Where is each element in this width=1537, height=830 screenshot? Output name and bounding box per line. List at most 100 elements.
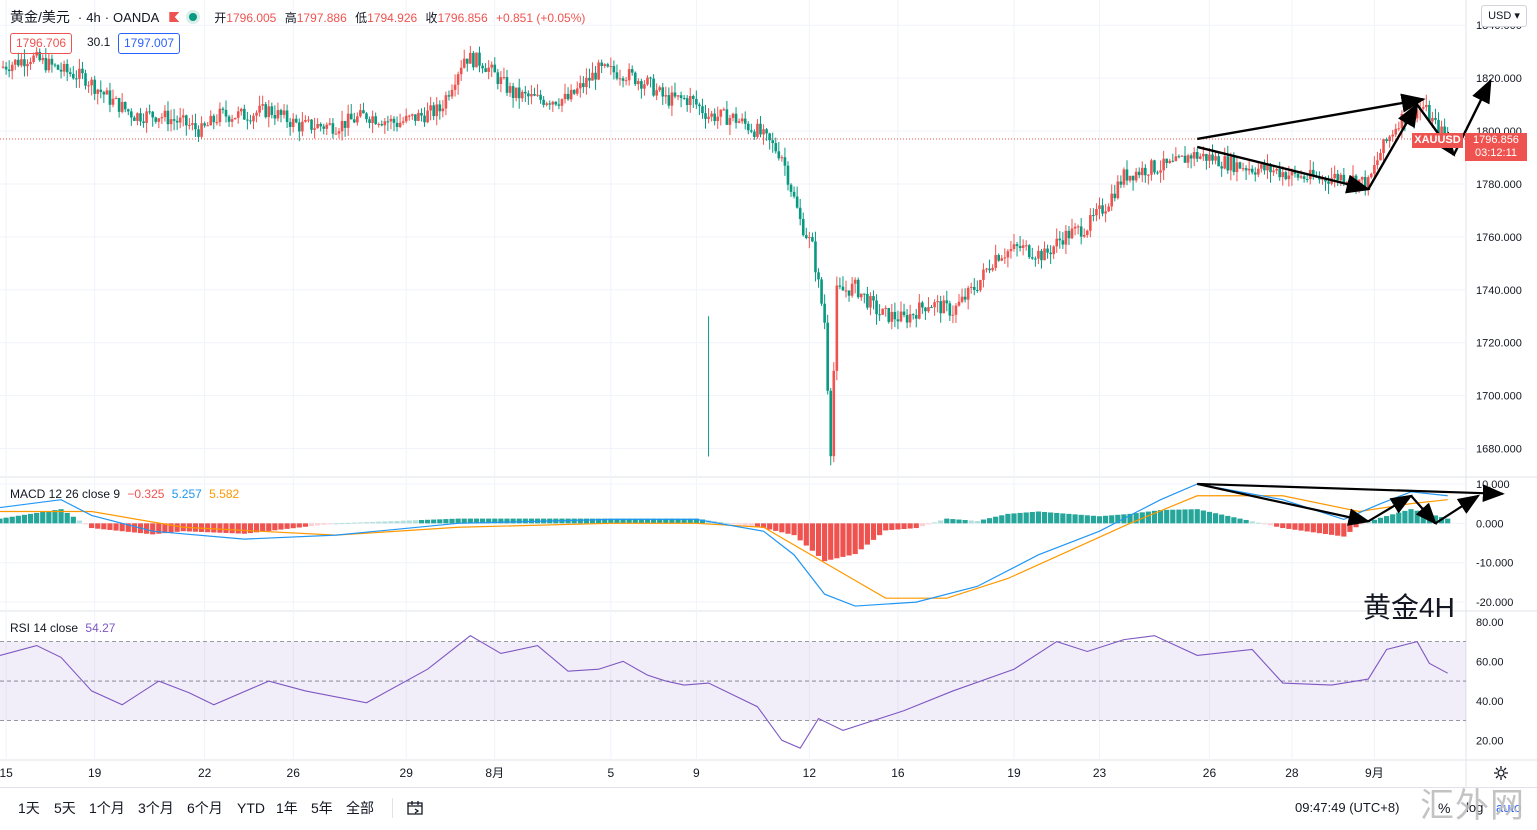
- macd-histogram-bar: [767, 523, 773, 530]
- macd-histogram-bar: [406, 520, 412, 524]
- macd-histogram-bar: [107, 523, 113, 530]
- interval[interactable]: 4h: [86, 9, 101, 25]
- macd-histogram-bar: [791, 523, 797, 536]
- range-1d-button[interactable]: 1天: [18, 800, 40, 816]
- range-ytd-button[interactable]: YTD: [237, 800, 265, 816]
- candle: [444, 95, 448, 109]
- percent-scale-button[interactable]: %: [1438, 800, 1451, 816]
- macd-histogram-bar: [241, 523, 247, 534]
- gear-icon[interactable]: [1493, 765, 1509, 781]
- macd-histogram-bar: [1390, 514, 1396, 524]
- symbol-name[interactable]: 黄金/美元: [10, 9, 70, 25]
- watermark-logo: 汇外网: [1420, 787, 1525, 825]
- macd-histogram-bar: [1377, 517, 1384, 524]
- candle: [771, 140, 775, 144]
- macd-trendline-arrow: [1410, 495, 1437, 525]
- candle: [844, 290, 848, 292]
- candle: [352, 119, 356, 123]
- candle: [719, 109, 723, 117]
- range-1y-button[interactable]: 1年: [276, 800, 298, 816]
- candle: [499, 77, 503, 85]
- auto-scale-button[interactable]: auto: [1496, 800, 1522, 815]
- candle: [786, 165, 790, 185]
- flag-icon[interactable]: [169, 12, 180, 22]
- candle: [524, 91, 527, 94]
- macd-histogram-bar: [1023, 512, 1029, 524]
- candle: [557, 104, 561, 106]
- sell-price-button[interactable]: 1796.706: [10, 33, 73, 54]
- macd-histogram-bar: [809, 523, 816, 551]
- candle: [835, 285, 839, 371]
- price-axis-label: 1760.000: [1476, 232, 1522, 244]
- candle: [847, 290, 851, 296]
- candle: [1229, 156, 1233, 171]
- macd-histogram-bar: [9, 516, 15, 524]
- macd-histogram-bar: [797, 523, 803, 541]
- time-axis-label: 19: [1007, 766, 1021, 780]
- candle: [1104, 211, 1107, 214]
- candle: [130, 111, 133, 118]
- rsi-legend[interactable]: RSI 14 close 54.27: [10, 621, 116, 635]
- candle: [841, 286, 845, 291]
- candle: [1269, 164, 1272, 173]
- candle: [1388, 136, 1391, 142]
- macd-histogram-bar: [1237, 518, 1243, 524]
- range-5d-button[interactable]: 5天: [54, 800, 76, 816]
- macd-histogram-bar: [370, 521, 376, 524]
- candle: [704, 113, 707, 119]
- macd-histogram-bar: [211, 523, 217, 533]
- clock-timezone[interactable]: 09:47:49 (UTC+8): [1295, 800, 1400, 815]
- candle: [1055, 238, 1059, 247]
- candle: [994, 255, 997, 268]
- candle: [1281, 172, 1285, 178]
- candle: [1235, 162, 1239, 173]
- candle: [20, 59, 23, 66]
- candle: [185, 115, 188, 126]
- macd-histogram-bar: [1310, 523, 1316, 533]
- candle: [829, 390, 833, 457]
- macd-histogram-bar: [730, 523, 736, 525]
- candle: [536, 94, 539, 96]
- buy-price-button[interactable]: 1797.007: [118, 33, 181, 54]
- time-axis-label: 12: [803, 766, 817, 780]
- candle: [673, 92, 677, 97]
- macd-histogram-bar: [608, 518, 614, 524]
- candle: [539, 94, 542, 100]
- macd-histogram-bar: [504, 518, 510, 524]
- candle: [627, 69, 631, 81]
- candle: [1, 66, 5, 68]
- goto-date-icon[interactable]: [406, 799, 424, 817]
- candle: [554, 101, 558, 105]
- range-all-button[interactable]: 全部: [346, 800, 374, 816]
- log-scale-button[interactable]: log: [1466, 800, 1484, 815]
- candle: [472, 52, 475, 68]
- candle: [1070, 228, 1074, 239]
- range-1m-button[interactable]: 1个月: [89, 800, 125, 816]
- candle: [203, 123, 206, 126]
- macd-histogram-bar: [919, 523, 925, 527]
- candle: [1134, 171, 1138, 181]
- candle: [139, 113, 142, 122]
- macd-histogram-bar: [907, 523, 913, 529]
- macd-legend[interactable]: MACD 12 26 close 9 −0.325 5.257 5.582: [10, 487, 240, 501]
- macd-histogram-bar: [620, 518, 626, 524]
- candle: [887, 308, 891, 322]
- range-6m-button[interactable]: 6个月: [187, 800, 223, 816]
- candle: [1098, 205, 1101, 209]
- macd-histogram-bar: [467, 518, 473, 524]
- candle: [1113, 193, 1117, 199]
- macd-histogram-bar: [296, 523, 302, 528]
- currency-dropdown[interactable]: USD ▾: [1481, 5, 1527, 27]
- candle: [1168, 160, 1172, 164]
- candle: [1360, 177, 1364, 180]
- candle: [856, 279, 860, 298]
- range-5y-button[interactable]: 5年: [311, 800, 333, 816]
- macd-histogram-bar: [357, 522, 363, 524]
- candle: [814, 241, 817, 273]
- range-3m-button[interactable]: 3个月: [138, 800, 174, 816]
- candle: [490, 64, 494, 68]
- candle: [643, 84, 646, 89]
- candle: [1092, 215, 1095, 217]
- macd-histogram-bar: [449, 518, 455, 524]
